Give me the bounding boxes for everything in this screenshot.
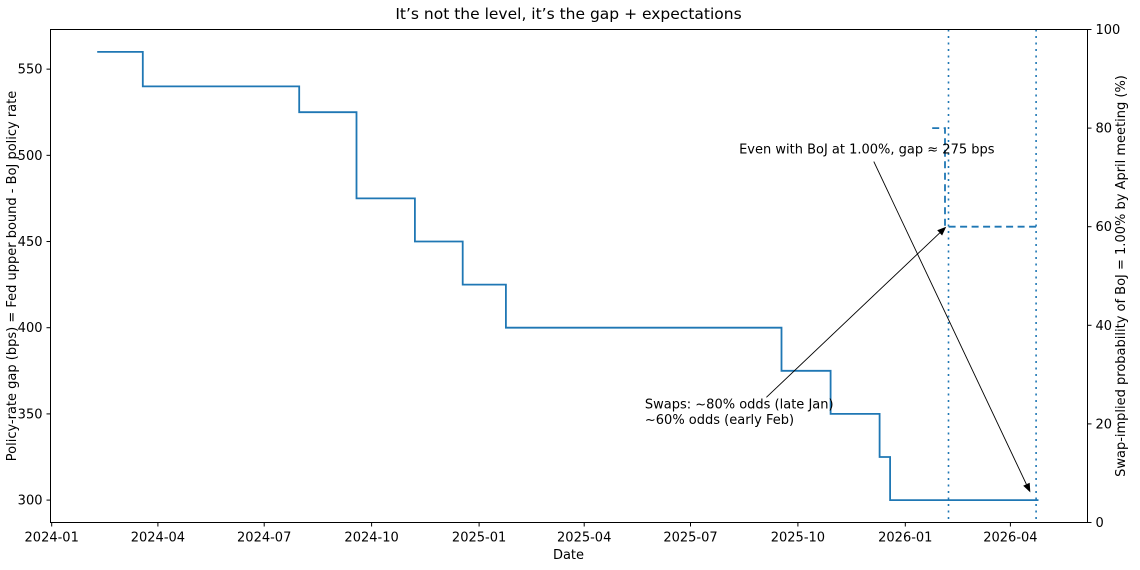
y-right-tick-label: 80 [1096, 122, 1113, 137]
x-axis-ticks: 2024-01 2024-04 2024-07 2024-10 2025-01 2025-… [25, 522, 1038, 546]
x-tick-label: 2024-04 [131, 531, 185, 546]
chart-title: It’s not the level, it’s the gap + expec… [395, 5, 741, 23]
event-vlines [947, 29, 1037, 523]
x-tick-label: 2024-10 [344, 531, 398, 546]
y-right-tick-label: 100 [1096, 23, 1121, 38]
y-left-tick-label: 400 [18, 321, 43, 336]
x-tick-label: 2025-10 [771, 531, 825, 546]
swaps-note-arrow-line [766, 232, 941, 398]
swaps-note-arrowhead [937, 226, 947, 236]
annotations: Even with BoJ at 1.00%, gap ≈ 275 bps Swa… [645, 142, 1031, 493]
policy-gap-line [97, 51, 1039, 501]
swaps-note-text-line-2: ~60% odds (early Feb) [645, 413, 794, 428]
series-lines [97, 51, 1039, 501]
y-right-tick-label: 0 [1096, 516, 1104, 531]
y-left-tick-label: 300 [18, 494, 43, 509]
y-axis-right-ticks: 0 20 40 60 80 100 [1087, 23, 1121, 531]
y-axis-left-ticks: 300 350 400 450 500 550 [18, 63, 51, 509]
y-left-tick-label: 450 [18, 235, 43, 250]
swaps-note-text-line-1: Swaps: ~80% odds (late Jan) [645, 397, 834, 412]
y-left-tick-label: 500 [18, 149, 43, 164]
y-axis-right-label: Swap-implied probability of BoJ = 1.00% … [1114, 75, 1129, 477]
y-right-tick-label: 40 [1096, 319, 1113, 334]
x-tick-label: 2024-01 [25, 531, 79, 546]
gap-note-arrowhead [1023, 482, 1031, 493]
y-right-tick-label: 60 [1096, 220, 1113, 235]
swap-odds-line [932, 127, 1037, 228]
x-tick-label: 2026-01 [878, 531, 932, 546]
y-axis-left-label: Policy-rate gap (bps) = Fed upper bound … [5, 91, 20, 461]
plot-border [50, 29, 1088, 523]
x-tick-label: 2024-07 [237, 531, 291, 546]
x-tick-label: 2025-04 [557, 531, 611, 546]
gap-note-arrow-line [873, 161, 1027, 485]
y-right-tick-label: 20 [1096, 417, 1113, 432]
gap-note-text: Even with BoJ at 1.00%, gap ≈ 275 bps [739, 142, 995, 157]
x-tick-label: 2025-01 [452, 531, 506, 546]
y-left-tick-label: 550 [18, 63, 43, 78]
x-tick-label: 2026-04 [983, 531, 1037, 546]
x-axis-label: Date [553, 548, 584, 563]
y-left-tick-label: 350 [18, 407, 43, 422]
x-tick-label: 2025-07 [663, 531, 717, 546]
